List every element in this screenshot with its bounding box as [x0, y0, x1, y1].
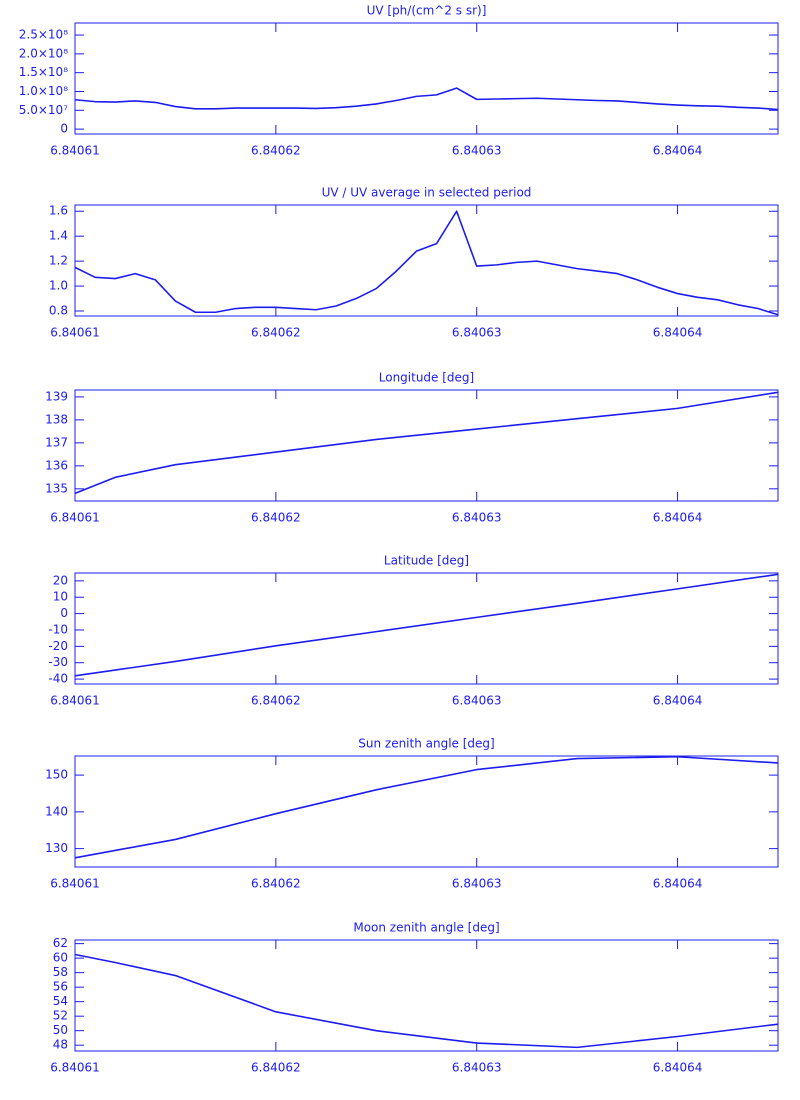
y-tick-label: 1.0	[49, 279, 68, 293]
y-tick-label: 58	[53, 965, 68, 979]
x-tick-label: 6.84064	[653, 1061, 703, 1075]
y-tick-label: 10	[53, 590, 68, 604]
y-tick-label: 138	[45, 412, 68, 426]
y-tick-label: -10	[48, 622, 68, 636]
y-tick-label: -40	[48, 672, 68, 686]
y-tick-label: -20	[48, 639, 68, 653]
panel-title: Latitude [deg]	[384, 554, 469, 568]
plot-frame	[74, 572, 779, 685]
data-line	[74, 573, 779, 677]
x-tick-label: 6.84062	[251, 694, 301, 708]
y-tick-label: 62	[53, 936, 68, 950]
panel: UV [ph/(cm^2 s sr)] 0 5.0×10⁷ 1.0×10⁸ 1.5×10…	[19, 4, 779, 158]
y-tick-label: 20	[53, 573, 68, 587]
y-tick-label: 1.5×10⁸	[19, 65, 68, 79]
x-tick-label: 6.84061	[50, 511, 100, 525]
x-tick-label: 6.84061	[50, 877, 100, 891]
plot-frame	[74, 939, 779, 1052]
x-tick-label: 6.84063	[452, 694, 502, 708]
y-tick-label: 0	[60, 122, 68, 136]
x-tick-label: 6.84062	[251, 144, 301, 158]
x-tick-label: 6.84063	[452, 144, 502, 158]
y-tick-label: 139	[45, 389, 68, 403]
panel: Latitude [deg] -40 -30 -20 -10 0 10 20 6.84061 6.…	[48, 554, 779, 708]
x-tick-label: 6.84061	[50, 144, 100, 158]
panel-title: Longitude [deg]	[379, 371, 474, 385]
y-tick-label: 2.0×10⁸	[19, 46, 68, 60]
x-tick-label: 6.84062	[251, 326, 301, 340]
y-tick-label: 52	[53, 1009, 68, 1023]
data-line	[74, 87, 779, 111]
x-tick-label: 6.84063	[452, 326, 502, 340]
data-line	[74, 953, 779, 1049]
plot-frame	[74, 22, 779, 135]
y-tick-label: 1.6	[49, 204, 68, 218]
panel: Longitude [deg] 135 136 137 138 139 6.84061 6.8…	[45, 371, 779, 525]
y-tick-label: 50	[53, 1023, 68, 1037]
panel: UV / UV average in selected period 0.8 1.0…	[49, 186, 779, 340]
y-tick-label: 2.5×10⁸	[19, 28, 68, 42]
y-tick-label: 130	[45, 841, 68, 855]
plot-frame	[74, 755, 779, 868]
x-tick-label: 6.84061	[50, 326, 100, 340]
x-tick-label: 6.84063	[452, 511, 502, 525]
y-tick-label: 140	[45, 804, 68, 818]
y-tick-label: 150	[45, 768, 68, 782]
x-tick-label: 6.84064	[653, 694, 703, 708]
plot-frame	[74, 204, 779, 317]
x-tick-label: 6.84064	[653, 144, 703, 158]
x-tick-label: 6.84063	[452, 877, 502, 891]
y-tick-label: 1.4	[49, 229, 68, 243]
data-line	[74, 210, 779, 316]
y-tick-label: 137	[45, 435, 68, 449]
x-tick-label: 6.84063	[452, 1061, 502, 1075]
data-line	[74, 391, 779, 495]
y-tick-label: 48	[53, 1038, 68, 1052]
panel: Sun zenith angle [deg] 130 140 150 6.84061 6.…	[45, 737, 779, 891]
y-tick-label: 56	[53, 980, 68, 994]
y-tick-label: 135	[45, 481, 68, 495]
data-line	[74, 755, 779, 859]
y-tick-label: 1.2	[49, 254, 68, 268]
x-tick-label: 6.84064	[653, 326, 703, 340]
y-tick-label: 5.0×10⁷	[19, 103, 68, 117]
y-tick-label: 0	[60, 606, 68, 620]
x-tick-label: 6.84061	[50, 1061, 100, 1075]
y-tick-label: 60	[53, 951, 68, 965]
y-tick-label: 54	[53, 994, 68, 1008]
x-tick-label: 6.84062	[251, 877, 301, 891]
panel-title: UV / UV average in selected period	[322, 186, 532, 200]
panel-title: UV [ph/(cm^2 s sr)]	[367, 4, 487, 18]
plot-frame	[74, 389, 779, 502]
panel-title: Moon zenith angle [deg]	[353, 921, 499, 935]
x-tick-label: 6.84064	[653, 877, 703, 891]
panel-title: Sun zenith angle [deg]	[358, 737, 494, 751]
y-tick-label: 0.8	[49, 304, 68, 318]
y-tick-label: 136	[45, 458, 68, 472]
y-tick-label: -30	[48, 655, 68, 669]
x-tick-label: 6.84061	[50, 694, 100, 708]
x-tick-label: 6.84064	[653, 511, 703, 525]
x-tick-label: 6.84062	[251, 1061, 301, 1075]
x-tick-label: 6.84062	[251, 511, 301, 525]
y-tick-label: 1.0×10⁸	[19, 84, 68, 98]
